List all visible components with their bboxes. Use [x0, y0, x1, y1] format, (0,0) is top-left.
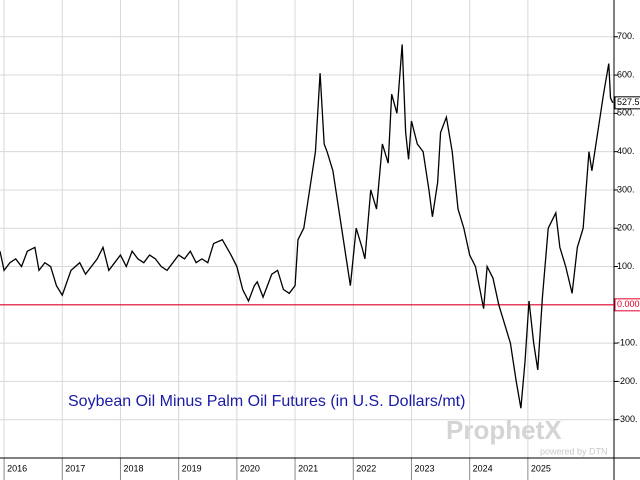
y-tick-label: 300. [617, 184, 635, 194]
x-tick-label: 2023 [414, 463, 434, 473]
x-tick-label: 2019 [182, 463, 202, 473]
x-tick-label: 2018 [123, 463, 143, 473]
y-tick-label: 500. [617, 108, 635, 118]
y-tick-label: -200. [617, 376, 638, 386]
y-tick-label: -300. [617, 414, 638, 424]
chart-title: Soybean Oil Minus Palm Oil Futures (in U… [68, 393, 465, 410]
y-tick-label: 400. [617, 146, 635, 156]
x-tick-label: 2016 [7, 463, 27, 473]
x-tick-label: 2025 [531, 463, 551, 473]
x-tick-label: 2022 [356, 463, 376, 473]
x-tick-label: 2021 [298, 463, 318, 473]
y-tick-label: 600. [617, 69, 635, 79]
x-tick-label: 2024 [473, 463, 493, 473]
y-tick-label: 700. [617, 31, 635, 41]
y-tick-label: 200. [617, 223, 635, 233]
x-tick-label: 2020 [240, 463, 260, 473]
value-label: 0.000 [617, 299, 640, 309]
data-line [0, 44, 614, 409]
watermark: ProphetX [446, 415, 562, 445]
value-box [614, 96, 640, 110]
y-tick-label: -100. [617, 337, 638, 347]
y-tick-label: 100. [617, 261, 635, 271]
value-box [614, 298, 640, 312]
watermark-sub: powered by DTN [540, 446, 608, 456]
x-tick-label: 2017 [65, 463, 85, 473]
value-label: 527.5 [617, 97, 640, 107]
